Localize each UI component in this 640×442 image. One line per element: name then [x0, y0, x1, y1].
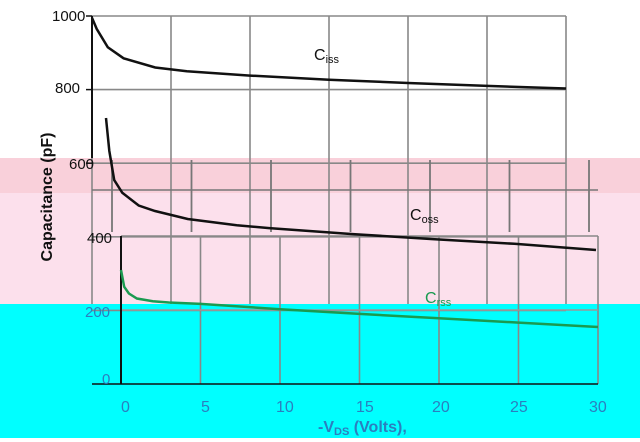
- x-tick-label: 0: [121, 399, 130, 416]
- x-tick-label: 30: [589, 399, 607, 416]
- x-tick-label: 15: [356, 399, 374, 416]
- series-label-ciss: Ciss: [314, 47, 340, 66]
- y-tick-label: 400: [87, 230, 113, 247]
- x-axis-label: -VDS (Volts),: [318, 419, 407, 438]
- series-line-coss: [104, 117, 597, 252]
- series-label-crss: Crss: [425, 290, 452, 309]
- y-tick-label: 0: [102, 371, 111, 388]
- series-line-crss: [119, 269, 599, 329]
- x-tick-label: 10: [276, 399, 294, 416]
- y-tick-label: 1000: [52, 8, 86, 25]
- series-label-coss: Coss: [410, 207, 439, 226]
- series-line-ciss: [90, 17, 567, 90]
- y-tick-label: 800: [55, 80, 81, 97]
- y-axis-label: Capacitance (pF): [39, 132, 56, 262]
- x-tick-label: 5: [201, 399, 210, 416]
- cyan-band: [0, 304, 640, 438]
- x-tick-label: 25: [510, 399, 528, 416]
- y-tick-label: 200: [85, 304, 111, 321]
- x-tick-label: 20: [432, 399, 450, 416]
- y-tick-label: 600: [69, 156, 95, 173]
